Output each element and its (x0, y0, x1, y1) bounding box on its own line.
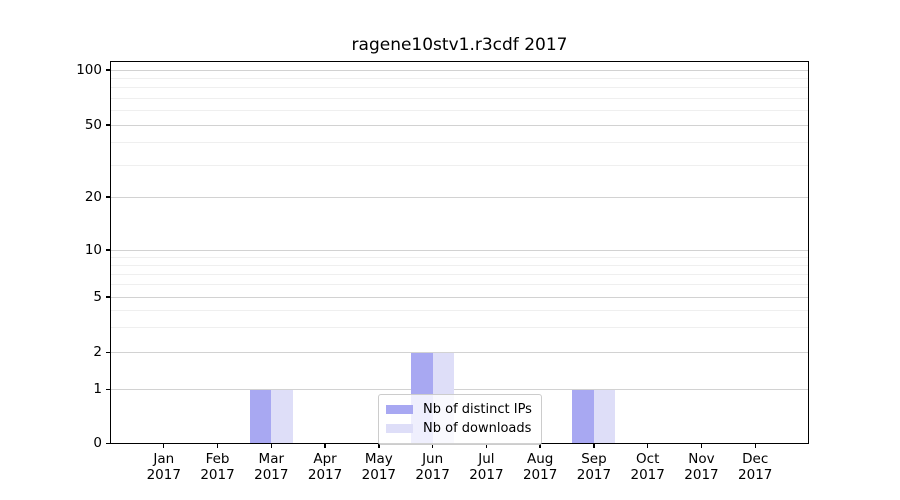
x-tick-month: May (364, 450, 393, 467)
x-tick-label: Aug 2017 (510, 451, 570, 483)
x-tick-label: Dec 2017 (725, 451, 785, 483)
gridline-major (110, 389, 809, 390)
y-tick (105, 196, 110, 198)
x-tick (378, 443, 380, 448)
y-tick (105, 388, 110, 391)
x-tick-month: Nov (688, 450, 715, 467)
x-tick-month: Jul (478, 450, 495, 467)
y-tick (105, 249, 110, 251)
y-tick-label: 50 (84, 116, 102, 133)
x-tick (593, 443, 595, 448)
x-tick-year: 2017 (576, 466, 612, 483)
x-tick-month: Apr (313, 450, 337, 467)
x-tick-month: Jun (422, 450, 444, 467)
chart-title: ragene10stv1.r3cdf 2017 (351, 35, 568, 55)
y-tick (105, 69, 110, 71)
gridline-minor (110, 327, 809, 329)
gridline-minor (110, 310, 809, 312)
gridline-minor (110, 77, 809, 79)
x-tick-label: Sep 2017 (564, 451, 624, 483)
legend-label-downloads: Nb of downloads (423, 421, 532, 436)
legend-entry-downloads: Nb of downloads (386, 419, 532, 438)
x-tick-year: 2017 (254, 466, 289, 483)
gridline-minor (110, 164, 809, 166)
x-tick (754, 443, 756, 448)
bar-downloads (271, 389, 293, 444)
y-tick-label: 100 (76, 61, 102, 78)
x-tick-month: Sep (581, 450, 607, 467)
gridline-major (110, 249, 809, 251)
x-tick-label: Jul 2017 (456, 451, 516, 483)
x-tick (270, 443, 272, 448)
y-tick (105, 351, 110, 354)
x-tick-year: 2017 (146, 466, 181, 483)
x-tick-label: Jun 2017 (403, 451, 463, 483)
x-tick-label: Apr 2017 (295, 451, 355, 483)
x-tick (646, 443, 649, 448)
gridline-major (110, 69, 809, 71)
x-tick-year: 2017 (522, 466, 558, 483)
x-tick-month: Oct (636, 450, 660, 467)
x-tick-year: 2017 (361, 466, 397, 483)
gridline-minor (110, 142, 809, 144)
x-tick-year: 2017 (415, 466, 450, 483)
gridline-major (110, 124, 809, 126)
gridline-minor (110, 87, 809, 89)
x-tick-year: 2017 (307, 466, 343, 483)
gridline-minor (110, 273, 809, 275)
y-tick-label: 10 (84, 241, 102, 258)
legend-swatch-downloads-icon (386, 424, 413, 433)
legend-label-distinct-ips: Nb of distinct IPs (423, 402, 532, 417)
x-tick-year: 2017 (684, 466, 719, 483)
x-tick-label: Oct 2017 (618, 451, 678, 483)
x-tick-year: 2017 (200, 466, 235, 483)
y-tick (105, 442, 110, 445)
gridline-minor (110, 97, 809, 99)
gridline-major (110, 352, 809, 353)
x-tick-label: Mar 2017 (241, 451, 301, 483)
x-tick-year: 2017 (738, 466, 773, 483)
x-tick (163, 443, 165, 448)
x-tick (539, 443, 541, 448)
bar-distinct-ips (249, 389, 272, 444)
x-tick-year: 2017 (630, 466, 665, 483)
x-tick (485, 443, 488, 448)
legend-swatch-distinct-ips-icon (386, 405, 413, 414)
x-tick (324, 443, 326, 448)
plot-area (110, 60, 809, 444)
y-tick-label: 5 (93, 288, 102, 305)
y-tick-label: 2 (93, 344, 102, 360)
x-tick-year: 2017 (469, 466, 504, 483)
x-tick (216, 443, 219, 448)
y-tick (105, 124, 110, 126)
x-tick (700, 443, 703, 448)
y-tick-label: 1 (93, 381, 102, 397)
bar-distinct-ips (572, 389, 594, 444)
y-tick-label: 20 (84, 188, 102, 205)
y-tick-label: 0 (93, 435, 102, 451)
gridline-minor (110, 264, 809, 266)
gridline-minor (110, 256, 809, 258)
x-tick-label: Nov 2017 (671, 451, 731, 483)
x-tick (431, 443, 434, 448)
bar-downloads (593, 389, 616, 444)
x-tick-label: Feb 2017 (188, 451, 248, 483)
x-tick-label: Jan 2017 (134, 451, 194, 483)
gridline-major (110, 196, 809, 198)
x-tick-month: Feb (205, 450, 230, 467)
x-tick-month: Dec (742, 450, 769, 467)
gridline-minor (110, 284, 809, 286)
x-tick-month: Mar (258, 450, 285, 467)
gridline-major (110, 296, 809, 298)
legend-entry-distinct-ips: Nb of distinct IPs (386, 400, 532, 419)
x-tick-label: May 2017 (349, 451, 409, 483)
x-tick-month: Jan (153, 450, 175, 467)
x-tick-month: Aug (526, 450, 554, 467)
y-tick (105, 296, 110, 298)
gridline-minor (110, 110, 809, 112)
legend: Nb of distinct IPs Nb of downloads (378, 394, 542, 445)
